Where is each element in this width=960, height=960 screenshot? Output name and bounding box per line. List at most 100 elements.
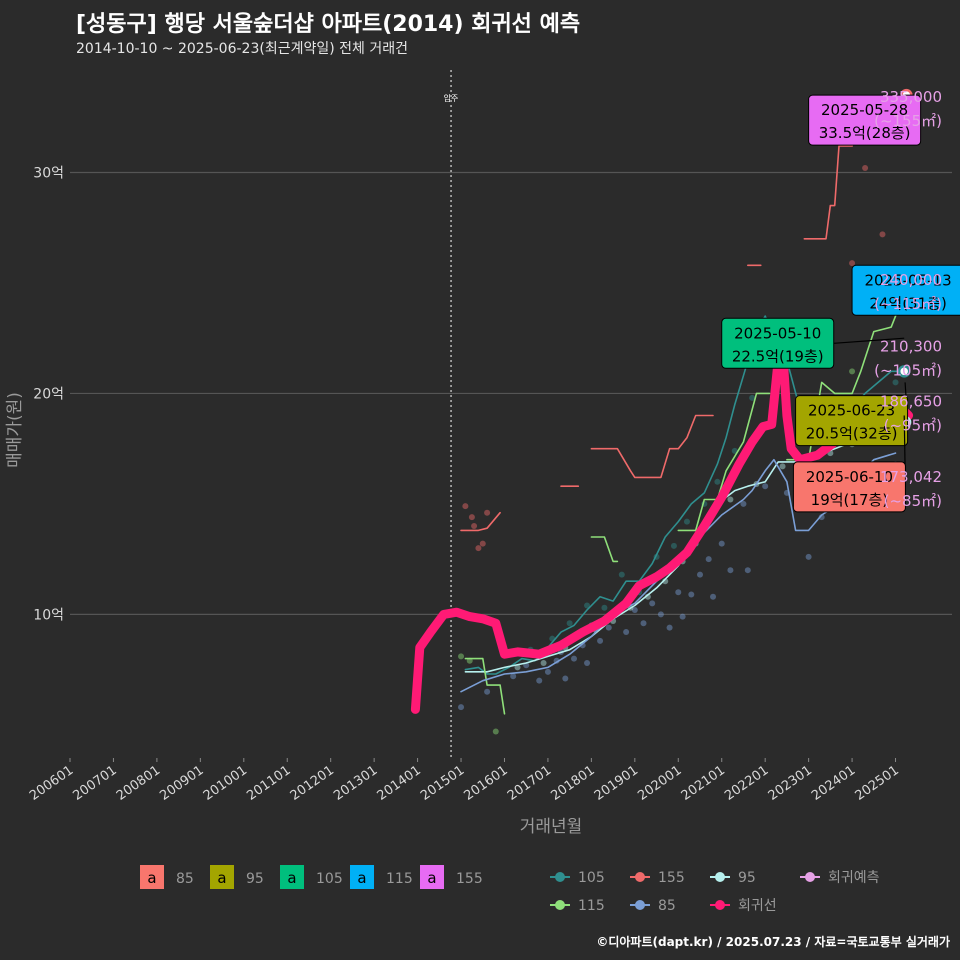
transaction-point [849,260,856,267]
legend-line-dot [635,872,645,882]
y-tick-label: 10억 [33,607,64,623]
transaction-point [623,629,630,636]
transaction-point [471,523,478,529]
legend-swatch-glyph: a [147,869,156,887]
transaction-point [484,509,491,516]
y-axis-title: 매매가(원) [5,392,25,468]
transaction-point [762,483,769,490]
callout-value: 24억(31층) [869,294,946,312]
transaction-point [675,589,682,596]
forecast-value: 173,042 [880,468,942,486]
y-tick-label: 20억 [33,386,64,402]
page-subtitle: 2014-10-10 ~ 2025-06-23(최근계약일) 전체 거래건 [76,41,408,57]
legend-line-dot [715,872,725,882]
legend-label: 85 [658,898,676,914]
transaction-point [727,496,734,503]
transaction-point [697,571,703,578]
transaction-point [670,542,677,549]
transaction-point [536,677,543,684]
legend-label: 회귀선 [738,898,777,914]
x-tick-label: 201301 [331,763,380,804]
callout-date: 2025-05-28 [821,101,908,119]
series-line-line_85 [460,452,897,693]
forecast-value: 240,000 [880,271,942,289]
legend-line-dot [805,872,815,882]
callout-leader [833,337,905,344]
legend-swatch [140,865,164,889]
transaction-point [683,518,690,525]
transaction-point [862,165,869,172]
callout-date: 2025-06-10 [806,468,893,486]
legend-swatch-glyph: a [287,869,296,887]
callout-date: 2025-05-10 [734,324,821,342]
transaction-point [492,728,499,735]
x-tick-label: 202101 [679,763,728,804]
transaction-point [571,655,577,662]
transaction-point [640,620,647,627]
transaction-point [631,606,638,613]
x-tick-label: 200901 [157,763,206,804]
transaction-point [540,659,547,666]
transaction-point [666,624,673,631]
callout-box [795,395,909,447]
legend-swatch [350,865,374,889]
transaction-point [657,611,664,618]
latest-point-marker [897,365,911,378]
transaction-point [805,553,812,560]
transaction-point [462,503,469,510]
legend-line-dot [555,900,565,910]
transaction-point [584,659,591,666]
transaction-point [566,620,573,627]
legend-label: 115 [578,898,605,914]
x-tick-label: 201001 [201,763,250,804]
legend-swatch [280,865,304,889]
x-tick-label: 201201 [288,763,337,804]
transaction-point [584,602,591,609]
x-axis-title: 거래년월 [520,817,583,837]
transaction-point [514,664,521,671]
forecast-value: 186,650 [880,393,942,411]
callout-value: 33.5억(28층) [819,124,911,142]
legend-label: 155 [658,870,685,886]
y-tick-label: 30억 [33,165,64,181]
x-tick-label: 201901 [592,763,641,804]
transaction-point [475,545,482,552]
callout-value: 19억(17층) [811,491,888,509]
transaction-point [479,540,486,547]
forecast-area: (~115㎡) [874,295,942,313]
callout-value: 22.5억(19층) [732,347,824,365]
x-tick-label: 202001 [635,763,684,804]
x-tick-label: 201701 [505,763,554,804]
forecast-area: (~95㎡) [884,417,942,435]
x-tick-label: 201601 [462,763,511,804]
legend-label: 회귀예측 [828,870,880,886]
callout-date: 2025-06-23 [808,402,895,420]
transaction-point [749,394,756,401]
x-tick-label: 200701 [70,763,119,804]
x-tick-label: 200801 [114,763,163,804]
legend-label: 85 [176,871,194,887]
callout-box [792,461,906,513]
transaction-point [458,704,465,711]
series-line-line_115 [464,304,901,715]
transaction-point [705,556,712,563]
x-tick-label: 201101 [244,763,293,804]
legend-swatch-glyph: a [357,869,366,887]
callout-box [721,317,835,369]
transaction-point [849,368,856,375]
transaction-point [562,675,569,682]
legend-swatch-glyph: a [427,869,436,887]
x-tick-label: 201801 [548,763,597,804]
source-credit: ©디아파트(dapt.kr) / 2025.07.23 / 자료=국토교통부 실… [596,935,950,949]
transaction-point [879,231,886,238]
legend-label: 105 [578,870,605,886]
legend-line-dot [555,872,565,882]
forecast-value: 335,000 [880,88,942,106]
transaction-point [714,478,721,485]
legend-swatch [420,865,444,889]
transaction-point [601,604,608,611]
transaction-point [597,637,604,644]
forecast-area: (~85㎡) [884,492,942,510]
legend-line-dot [715,900,725,910]
x-tick-label: 202301 [766,763,815,804]
